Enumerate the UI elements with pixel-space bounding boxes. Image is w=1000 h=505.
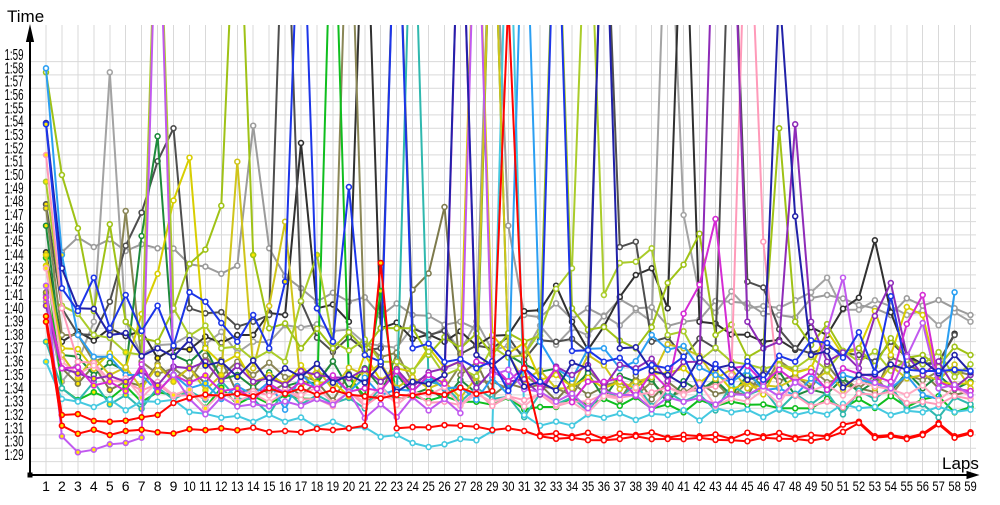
svg-text:7: 7 xyxy=(138,478,146,494)
svg-text:32: 32 xyxy=(534,478,547,494)
svg-text:1:55: 1:55 xyxy=(5,100,24,117)
svg-text:1:48: 1:48 xyxy=(5,194,24,211)
svg-text:Laps: Laps xyxy=(942,454,979,473)
svg-text:15: 15 xyxy=(263,478,276,494)
svg-text:1:41: 1:41 xyxy=(5,287,24,304)
svg-text:39: 39 xyxy=(645,478,658,494)
svg-text:31: 31 xyxy=(518,478,531,494)
svg-text:58: 58 xyxy=(948,478,961,494)
svg-text:51: 51 xyxy=(837,478,850,494)
svg-text:1:49: 1:49 xyxy=(5,180,24,197)
svg-text:48: 48 xyxy=(789,478,802,494)
svg-text:22: 22 xyxy=(374,478,387,494)
svg-text:44: 44 xyxy=(725,478,738,494)
svg-text:23: 23 xyxy=(390,478,403,494)
svg-text:1:43: 1:43 xyxy=(5,260,24,277)
svg-text:55: 55 xyxy=(901,478,914,494)
svg-text:1: 1 xyxy=(42,478,50,494)
svg-text:35: 35 xyxy=(582,478,595,494)
svg-text:38: 38 xyxy=(630,478,643,494)
svg-text:49: 49 xyxy=(805,478,818,494)
svg-text:1:51: 1:51 xyxy=(5,154,24,171)
svg-text:1:44: 1:44 xyxy=(5,247,24,264)
svg-text:9: 9 xyxy=(170,478,178,494)
svg-text:1:42: 1:42 xyxy=(5,274,24,291)
svg-text:1:32: 1:32 xyxy=(5,407,24,424)
svg-text:1:52: 1:52 xyxy=(5,140,24,157)
svg-text:1:45: 1:45 xyxy=(5,234,24,251)
svg-text:1:53: 1:53 xyxy=(5,127,24,144)
svg-text:28: 28 xyxy=(470,478,483,494)
svg-text:1:30: 1:30 xyxy=(5,434,24,451)
svg-text:5: 5 xyxy=(106,478,114,494)
svg-text:56: 56 xyxy=(916,478,929,494)
svg-text:30: 30 xyxy=(502,478,515,494)
svg-text:46: 46 xyxy=(757,478,770,494)
svg-text:53: 53 xyxy=(869,478,882,494)
svg-text:20: 20 xyxy=(343,478,356,494)
svg-text:17: 17 xyxy=(295,478,308,494)
svg-text:42: 42 xyxy=(693,478,706,494)
svg-text:1:59: 1:59 xyxy=(5,47,24,64)
svg-text:59: 59 xyxy=(964,478,977,494)
svg-text:40: 40 xyxy=(661,478,674,494)
svg-text:26: 26 xyxy=(438,478,451,494)
svg-text:1:57: 1:57 xyxy=(5,74,24,91)
svg-text:Time: Time xyxy=(7,7,44,26)
svg-text:47: 47 xyxy=(773,478,786,494)
svg-text:36: 36 xyxy=(598,478,611,494)
svg-text:18: 18 xyxy=(311,478,324,494)
svg-text:2: 2 xyxy=(58,478,66,494)
svg-text:43: 43 xyxy=(709,478,722,494)
svg-text:19: 19 xyxy=(327,478,340,494)
svg-text:1:50: 1:50 xyxy=(5,167,24,184)
svg-text:57: 57 xyxy=(932,478,945,494)
svg-text:3: 3 xyxy=(74,478,82,494)
svg-text:16: 16 xyxy=(279,478,292,494)
svg-text:1:38: 1:38 xyxy=(5,327,24,344)
svg-text:29: 29 xyxy=(486,478,499,494)
svg-text:4: 4 xyxy=(90,478,98,494)
svg-text:45: 45 xyxy=(741,478,754,494)
svg-text:1:33: 1:33 xyxy=(5,394,24,411)
svg-text:33: 33 xyxy=(550,478,563,494)
svg-text:13: 13 xyxy=(231,478,244,494)
svg-text:10: 10 xyxy=(183,478,196,494)
svg-text:54: 54 xyxy=(885,478,898,494)
svg-text:1:31: 1:31 xyxy=(5,420,24,437)
svg-text:25: 25 xyxy=(422,478,435,494)
svg-text:1:47: 1:47 xyxy=(5,207,24,224)
svg-text:8: 8 xyxy=(154,478,162,494)
svg-text:1:40: 1:40 xyxy=(5,300,24,317)
svg-text:1:35: 1:35 xyxy=(5,367,24,384)
svg-text:1:58: 1:58 xyxy=(5,60,24,77)
svg-text:11: 11 xyxy=(199,478,212,494)
svg-text:21: 21 xyxy=(359,478,372,494)
svg-text:1:34: 1:34 xyxy=(5,380,24,397)
svg-text:34: 34 xyxy=(566,478,579,494)
svg-text:12: 12 xyxy=(215,478,228,494)
svg-text:1:39: 1:39 xyxy=(5,314,24,331)
svg-text:1:46: 1:46 xyxy=(5,220,24,237)
svg-text:50: 50 xyxy=(821,478,834,494)
svg-text:41: 41 xyxy=(677,478,690,494)
svg-text:1:29: 1:29 xyxy=(5,447,24,464)
svg-text:27: 27 xyxy=(454,478,467,494)
svg-text:1:56: 1:56 xyxy=(5,87,24,104)
svg-text:14: 14 xyxy=(247,478,260,494)
svg-text:1:36: 1:36 xyxy=(5,354,24,371)
svg-text:37: 37 xyxy=(614,478,627,494)
svg-text:6: 6 xyxy=(122,478,130,494)
svg-text:24: 24 xyxy=(406,478,419,494)
svg-text:1:37: 1:37 xyxy=(5,340,24,357)
svg-text:1:54: 1:54 xyxy=(5,114,24,131)
svg-text:52: 52 xyxy=(853,478,866,494)
